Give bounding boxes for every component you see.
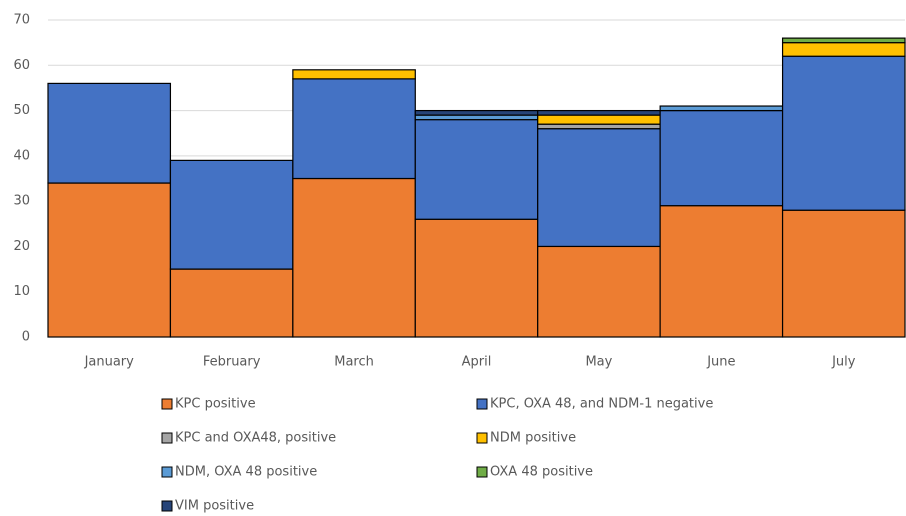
bar-segment xyxy=(292,78,416,180)
bar-segment xyxy=(781,42,906,57)
legend-swatch xyxy=(161,398,173,410)
bar-segment xyxy=(659,105,784,112)
y-tick-label: 20 xyxy=(13,239,30,254)
y-tick-label: 40 xyxy=(13,148,30,163)
legend-label: NDM, OXA 48 positive xyxy=(175,465,317,480)
bar-segment xyxy=(537,128,661,248)
bar-segment xyxy=(659,109,784,207)
bar-segment xyxy=(292,177,416,338)
bar-segment xyxy=(47,82,172,184)
bar-segment xyxy=(659,205,784,338)
bar-segment xyxy=(292,69,416,80)
legend-label: NDM positive xyxy=(490,431,576,446)
bar-segment xyxy=(537,245,661,338)
legend-swatch xyxy=(161,500,173,512)
x-tick-label: February xyxy=(203,355,261,370)
y-tick-label: 10 xyxy=(13,284,30,299)
x-tick-label: March xyxy=(334,355,374,370)
y-tick-label: 30 xyxy=(13,194,30,209)
legend-label: KPC and OXA48, positive xyxy=(175,431,336,446)
x-tick-label: April xyxy=(462,355,492,370)
bar-segment xyxy=(537,114,661,125)
legend-swatch xyxy=(476,466,488,478)
legend-swatch xyxy=(161,466,173,478)
bar-segment xyxy=(414,119,539,220)
bar-segment xyxy=(781,209,906,338)
bar-segment xyxy=(169,268,294,338)
y-tick-label: 70 xyxy=(13,13,30,28)
legend-swatch xyxy=(476,398,488,410)
bar-segment xyxy=(414,109,539,116)
legend-swatch xyxy=(476,432,488,444)
x-tick-label: July xyxy=(831,355,856,370)
x-tick-label: January xyxy=(84,355,135,370)
x-tick-label: June xyxy=(706,355,735,370)
legend-swatch xyxy=(161,432,173,444)
bar-segment xyxy=(169,159,294,270)
legend-label: KPC positive xyxy=(175,397,256,412)
bar-segment xyxy=(414,114,539,121)
bar-segment xyxy=(537,109,661,116)
y-tick-label: 60 xyxy=(13,58,30,73)
legend-label: VIM positive xyxy=(175,499,254,514)
y-tick-label: 50 xyxy=(13,103,30,118)
bar-segment xyxy=(47,182,172,338)
y-tick-label: 0 xyxy=(22,330,30,345)
bar-segment xyxy=(781,37,906,44)
bar-segment xyxy=(414,218,539,338)
bar-segment xyxy=(537,123,661,130)
x-tick-label: May xyxy=(585,355,612,370)
legend-label: OXA 48 positive xyxy=(490,465,593,480)
bar-segment xyxy=(781,55,906,211)
legend-label: KPC, OXA 48, and NDM-1 negative xyxy=(490,397,713,412)
